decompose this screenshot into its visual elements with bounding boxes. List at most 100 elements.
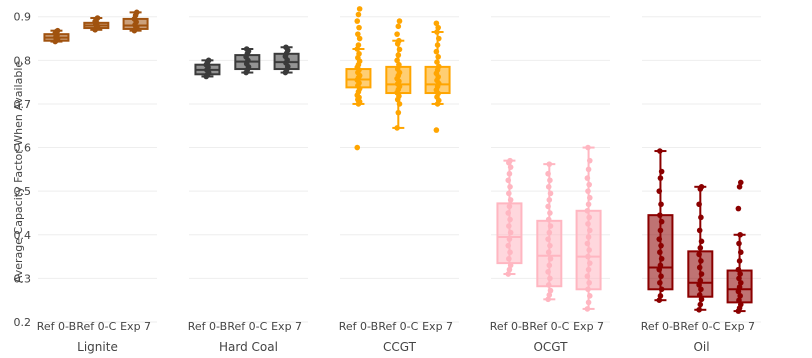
data-point xyxy=(586,247,592,253)
data-point xyxy=(505,242,512,249)
data-point xyxy=(396,18,403,24)
y-tick-label: 0.8 xyxy=(14,54,32,67)
data-point xyxy=(546,292,553,298)
y-tick-label: 0.7 xyxy=(14,98,32,111)
data-point xyxy=(205,57,212,64)
data-point xyxy=(737,271,743,277)
data-point xyxy=(356,50,362,57)
data-point xyxy=(505,210,512,216)
facet-oil: Ref 0-B Ref 0-C Exp 7 Oil xyxy=(641,16,761,354)
data-point xyxy=(657,262,664,269)
data-point xyxy=(735,266,742,273)
data-point xyxy=(547,255,554,262)
data-point xyxy=(585,166,592,173)
data-point xyxy=(283,44,289,51)
data-point xyxy=(394,66,401,72)
data-point xyxy=(696,292,703,298)
data-point xyxy=(657,227,664,234)
data-point xyxy=(507,157,513,164)
data-point xyxy=(697,277,704,284)
data-point xyxy=(736,284,743,290)
data-point xyxy=(698,214,704,221)
data-point xyxy=(547,190,554,197)
data-point xyxy=(394,31,400,37)
facet-label: Hard Coal xyxy=(219,340,278,354)
data-point xyxy=(394,57,400,64)
x-tick-label: Exp 7 xyxy=(573,320,604,333)
data-point xyxy=(658,273,664,280)
data-point xyxy=(433,48,440,55)
data-point xyxy=(696,251,702,258)
data-point xyxy=(586,293,593,299)
data-point xyxy=(657,148,663,154)
data-point xyxy=(584,273,591,280)
data-point xyxy=(586,279,592,286)
x-tick-label: Ref 0-B xyxy=(37,320,76,333)
data-point xyxy=(698,286,704,293)
data-point xyxy=(656,236,663,242)
data-point xyxy=(545,170,551,177)
data-point xyxy=(396,61,402,68)
y-tick-label: 0.4 xyxy=(14,229,32,242)
data-point xyxy=(435,63,442,70)
data-point xyxy=(355,11,362,18)
data-point xyxy=(395,109,402,116)
data-point xyxy=(547,177,553,184)
data-point xyxy=(507,249,513,256)
data-point xyxy=(394,125,400,131)
data-point xyxy=(585,266,592,273)
data-point xyxy=(506,236,513,242)
data-point xyxy=(698,184,705,190)
data-point xyxy=(505,177,512,184)
x-tick-label: Exp 7 xyxy=(120,320,151,333)
data-point xyxy=(697,245,704,251)
data-point xyxy=(586,194,593,201)
box-ref-0-c xyxy=(83,15,110,33)
data-point xyxy=(737,279,744,286)
data-point xyxy=(585,221,591,227)
data-point xyxy=(505,271,512,277)
y-tick-label: 0.3 xyxy=(14,272,32,285)
data-point xyxy=(356,24,362,31)
data-point xyxy=(658,286,665,293)
y-tick-label: 0.5 xyxy=(14,185,32,198)
box-exp-7 xyxy=(726,179,753,314)
data-point xyxy=(506,203,513,210)
data-point xyxy=(433,127,440,133)
data-point xyxy=(434,59,440,65)
data-point xyxy=(584,175,591,181)
data-point xyxy=(737,301,744,308)
data-point xyxy=(736,184,743,190)
data-point xyxy=(506,223,512,229)
data-point xyxy=(546,262,553,269)
data-point xyxy=(434,42,441,48)
x-tick-label: Ref 0-C xyxy=(529,320,569,333)
data-point xyxy=(658,168,665,175)
data-point xyxy=(696,227,703,234)
data-point xyxy=(698,296,705,303)
data-point xyxy=(507,216,513,223)
x-tick-label: Ref 0-C xyxy=(76,320,116,333)
data-point xyxy=(737,179,744,186)
data-point xyxy=(736,297,742,303)
x-tick-label: Ref 0-C xyxy=(227,320,267,333)
x-tick-label: Exp 7 xyxy=(271,320,302,333)
facet-label: Oil xyxy=(693,340,709,354)
box-ref-0-b xyxy=(194,57,221,80)
facet-label: CCGT xyxy=(383,340,417,354)
data-point xyxy=(547,210,553,216)
box-ref-0-c xyxy=(687,184,714,313)
data-point xyxy=(696,306,702,313)
data-point xyxy=(656,297,663,303)
data-point xyxy=(735,205,742,212)
data-point xyxy=(658,242,664,249)
data-point xyxy=(435,35,442,42)
data-point xyxy=(657,175,664,181)
data-point xyxy=(696,264,703,271)
x-tick-label: Ref 0-C xyxy=(680,320,720,333)
data-point xyxy=(586,227,593,234)
data-point xyxy=(355,42,362,48)
data-point xyxy=(395,23,402,30)
